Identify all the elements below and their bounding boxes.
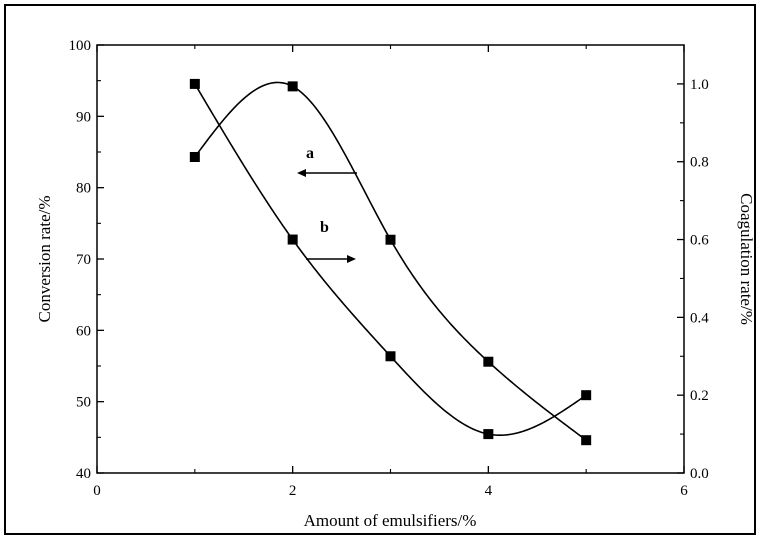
series-a-marker [190,152,200,162]
y-tick-label: 60 [76,323,91,339]
x-tick-label: 4 [485,483,493,499]
annotation-a-arrowhead [297,169,306,177]
x-tick-label: 6 [680,483,688,499]
annotation-b-arrowhead [347,255,356,263]
plot-area-frame [97,45,684,473]
series-a-marker [581,435,591,445]
series-b-curve [195,84,586,435]
y-tick-label: 70 [76,252,91,268]
y-tick-label: 80 [76,181,91,197]
y2-tick-label: 0.2 [690,388,709,404]
annotation-a-label: a [306,145,314,162]
y2-tick-label: 0.6 [690,233,709,249]
y2-tick-label: 0.8 [690,155,709,171]
series-markers [190,79,591,445]
y-tick-label: 50 [76,395,91,411]
tick-labels: 0 2 4 6 40 50 60 70 80 90 100 0.0 0.2 0.4 0.6 0.8 1.0 [69,38,710,499]
y2-tick-label: 1.0 [690,77,709,93]
y-tick-label: 40 [76,466,91,482]
y2-tick-label: 0.4 [690,310,709,326]
series-a-marker [483,357,493,367]
x-axis-title: Amount of emulsifiers/% [304,511,477,530]
annotation-b: b [306,219,356,263]
annotation-b-label: b [320,219,329,236]
y-axis-title: Conversion rate/% [35,196,54,323]
y-tick-label: 100 [69,38,92,54]
x-tick-label: 2 [289,483,297,499]
series-b-marker [288,235,298,245]
y2-tick-label: 0.0 [690,466,709,482]
series-b-marker [483,429,493,439]
y2-axis-title: Coagulation rate/% [737,193,756,325]
y-tick-label: 90 [76,109,91,125]
series-a-curve [195,82,586,440]
series-b-marker [386,351,396,361]
axis-ticks [97,45,684,473]
series-b-marker [190,79,200,89]
series-a-marker [386,235,396,245]
x-tick-label: 0 [93,483,101,499]
series-curves [195,82,586,440]
series-b-marker [581,390,591,400]
series-a-marker [288,81,298,91]
